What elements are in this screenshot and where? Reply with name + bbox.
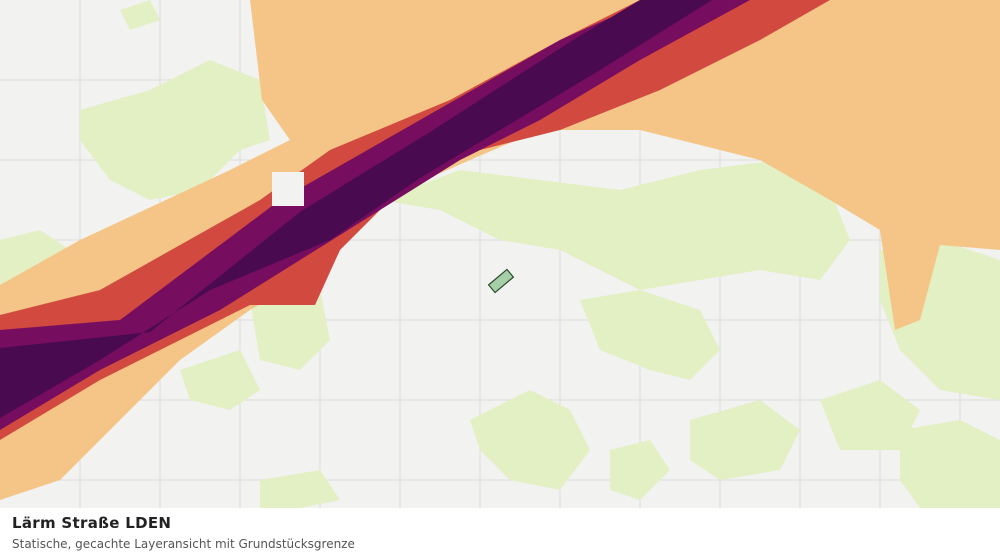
map xyxy=(0,0,1000,508)
noise-zone-55 xyxy=(0,0,1000,500)
caption: Lärm Straße LDEN Statische, gecachte Lay… xyxy=(0,508,1000,560)
layer-subtitle: Statische, gecachte Layeransicht mit Gru… xyxy=(12,537,355,551)
gap-area xyxy=(272,172,304,206)
layer-title: Lärm Straße LDEN xyxy=(12,514,172,532)
noise-zone-70 xyxy=(0,0,712,418)
noise-zone-60 xyxy=(0,0,830,440)
noise-zone-65 xyxy=(0,0,750,430)
parcel-boundary xyxy=(487,268,515,294)
